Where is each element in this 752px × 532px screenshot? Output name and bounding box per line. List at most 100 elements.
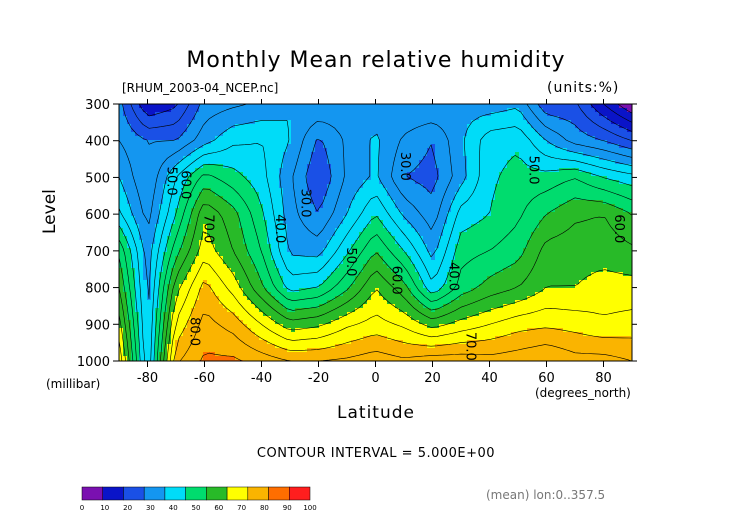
contour-cell bbox=[219, 144, 224, 149]
contour-cell bbox=[395, 236, 400, 241]
contour-cell bbox=[547, 108, 552, 113]
contour-cell bbox=[435, 112, 440, 117]
contour-cell bbox=[543, 120, 548, 125]
contour-cell bbox=[479, 104, 484, 109]
contour-cell bbox=[423, 196, 428, 201]
contour-cell bbox=[599, 108, 604, 113]
contour-cell bbox=[267, 224, 272, 229]
contour-cell bbox=[383, 132, 388, 137]
contour-cell bbox=[307, 172, 312, 177]
contour-cell bbox=[543, 196, 548, 201]
contour-cell bbox=[411, 252, 416, 257]
contour-cell bbox=[275, 204, 280, 209]
contour-cell bbox=[119, 244, 124, 249]
contour-cell bbox=[471, 140, 476, 145]
contour-cell bbox=[175, 192, 180, 197]
contour-cell bbox=[247, 216, 252, 221]
contour-cell bbox=[307, 192, 312, 197]
contour-cell bbox=[159, 124, 164, 129]
contour-cell bbox=[467, 108, 472, 113]
contour-cell bbox=[163, 224, 168, 229]
contour-cell bbox=[607, 160, 612, 165]
contour-cell bbox=[579, 184, 584, 189]
contour-cell bbox=[135, 144, 140, 149]
contour-cell bbox=[295, 144, 300, 149]
contour-cell bbox=[339, 124, 344, 129]
contour-cell bbox=[175, 172, 180, 177]
contour-cell bbox=[579, 104, 584, 109]
contour-cell bbox=[419, 148, 424, 153]
contour-cell bbox=[527, 232, 532, 237]
contour-cell bbox=[255, 120, 260, 125]
contour-cell bbox=[227, 200, 232, 205]
contour-cell bbox=[367, 228, 372, 233]
contour-cell bbox=[263, 116, 268, 121]
contour-cell bbox=[263, 168, 268, 173]
contour-cell bbox=[587, 168, 592, 173]
contour-cell bbox=[195, 104, 200, 109]
contour-cell bbox=[259, 220, 264, 225]
contour-cell bbox=[275, 184, 280, 189]
contour-cell bbox=[407, 196, 412, 201]
contour-cell bbox=[127, 172, 132, 177]
contour-cell bbox=[287, 136, 292, 141]
contour-cell bbox=[467, 112, 472, 117]
contour-cell bbox=[123, 192, 128, 197]
contour-cell bbox=[327, 124, 332, 129]
contour-cell bbox=[531, 224, 536, 229]
contour-cell bbox=[275, 216, 280, 221]
contour-cell bbox=[575, 228, 580, 233]
contour-cell bbox=[339, 204, 344, 209]
contour-cell bbox=[539, 136, 544, 141]
contour-cell bbox=[319, 196, 324, 201]
contour-cell bbox=[375, 224, 380, 229]
contour-cell bbox=[395, 172, 400, 177]
contour-cell bbox=[267, 252, 272, 257]
contour-cell bbox=[479, 168, 484, 173]
contour-cell bbox=[355, 192, 360, 197]
contour-cell bbox=[403, 136, 408, 141]
contour-cell bbox=[251, 148, 256, 153]
contour-cell bbox=[159, 136, 164, 141]
contour-cell bbox=[555, 136, 560, 141]
contour-cell bbox=[435, 240, 440, 245]
contour-cell bbox=[455, 224, 460, 229]
contour-cell bbox=[519, 112, 524, 117]
contour-cell bbox=[515, 244, 520, 249]
contour-cell bbox=[603, 164, 608, 169]
contour-cell bbox=[523, 164, 528, 169]
contour-cell bbox=[131, 224, 136, 229]
contour-cell bbox=[159, 152, 164, 157]
contour-cell bbox=[311, 212, 316, 217]
contour-cell bbox=[223, 256, 228, 261]
contour-cell bbox=[123, 128, 128, 133]
contour-cell bbox=[439, 108, 444, 113]
contour-cell bbox=[131, 228, 136, 233]
contour-cell bbox=[271, 204, 276, 209]
contour-cell bbox=[211, 184, 216, 189]
contour-cell bbox=[319, 148, 324, 153]
contour-cell bbox=[231, 232, 236, 237]
contour-cell bbox=[595, 132, 600, 137]
contour-cell bbox=[175, 248, 180, 253]
contour-cell bbox=[419, 200, 424, 205]
contour-cell bbox=[355, 132, 360, 137]
contour-cell bbox=[431, 196, 436, 201]
contour-cell bbox=[327, 236, 332, 241]
contour-cell bbox=[627, 240, 632, 245]
contour-cell bbox=[399, 124, 404, 129]
contour-cell bbox=[171, 112, 176, 117]
contour-cell bbox=[511, 104, 516, 109]
contour-cell bbox=[223, 116, 228, 121]
contour-cell bbox=[435, 248, 440, 253]
contour-cell bbox=[351, 228, 356, 233]
contour-cell bbox=[515, 232, 520, 237]
contour-cell bbox=[235, 152, 240, 157]
contour-cell bbox=[147, 204, 152, 209]
contour-cell bbox=[587, 240, 592, 245]
contour-cell bbox=[395, 140, 400, 145]
contour-cell bbox=[351, 188, 356, 193]
contour-cell bbox=[427, 188, 432, 193]
contour-cell bbox=[215, 224, 220, 229]
contour-cell bbox=[319, 176, 324, 181]
